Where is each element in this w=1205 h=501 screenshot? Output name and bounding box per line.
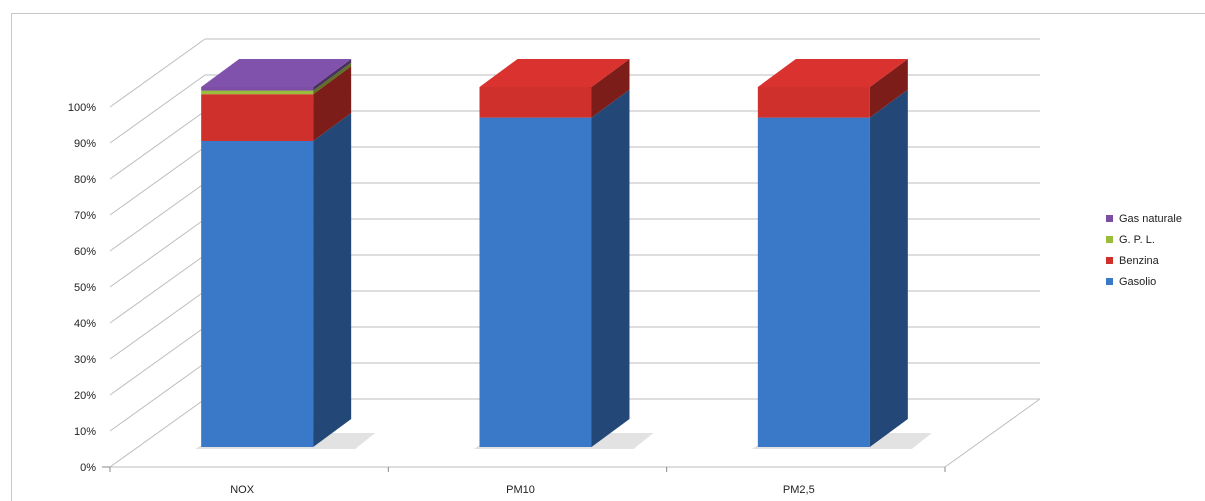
bar-benzina-front (757, 87, 870, 118)
y-tick-label: 30% (74, 354, 96, 366)
chart-frame (11, 13, 1205, 501)
bar-gasolio-side (313, 113, 352, 447)
legend-swatch (1106, 215, 1113, 222)
bar-benzina-front (201, 94, 314, 141)
bar-benzina-side (313, 66, 352, 141)
bar-gasolio-front (201, 141, 314, 447)
bar-gasolio-side (869, 89, 908, 447)
gridline-side (109, 362, 206, 432)
gridline-side (109, 74, 206, 144)
gridline-side (109, 218, 206, 288)
bar-benzina-top (479, 59, 630, 87)
y-tick-label: 60% (74, 246, 96, 258)
bar-gas-naturale-side (313, 59, 352, 91)
gridline-side (109, 398, 206, 468)
floor-right-edge (944, 398, 1041, 468)
y-tick-label: 0% (80, 462, 96, 474)
gridline-side (109, 254, 206, 324)
gridline-side (109, 146, 206, 216)
y-tick-label: 10% (74, 426, 96, 438)
gridline-side (109, 38, 206, 108)
bars (195, 59, 932, 449)
y-tick-label: 100% (68, 102, 96, 114)
y-tick-label: 70% (74, 210, 96, 222)
bar-gas-naturale-front (201, 87, 314, 91)
gridline-side (109, 182, 206, 252)
y-axis: 0% 10% 20% 30% 40% 50% 60% 70% 80% 90% 100% (68, 102, 96, 474)
bar-gasolio-side (591, 89, 630, 447)
x-category-label: PM2,5 (783, 484, 815, 496)
bar-benzina-side (591, 59, 630, 118)
y-tick-label: 40% (74, 318, 96, 330)
legend-label: Gasolio (1119, 276, 1156, 288)
bar-benzina-front (479, 87, 592, 118)
y-tick-label: 20% (74, 390, 96, 402)
bar-gasolio-front (757, 117, 870, 447)
legend: Gas naturale G. P. L. Benzina Gasolio (1106, 213, 1182, 288)
gridline-side (109, 110, 206, 180)
legend-swatch (1106, 236, 1113, 243)
legend-label: G. P. L. (1119, 234, 1155, 246)
bar-gasolio-front (479, 117, 592, 447)
x-category-label: NOX (230, 484, 255, 496)
x-category-label: PM10 (506, 484, 535, 496)
legend-label: Benzina (1119, 255, 1160, 267)
bar-gas-naturale-top (201, 59, 352, 87)
bar-benzina-top (757, 59, 908, 87)
bar-benzina-side (869, 59, 908, 118)
legend-label: Gas naturale (1119, 213, 1182, 225)
y-tick-label: 80% (74, 174, 96, 186)
gridline-side (109, 326, 206, 396)
legend-swatch (1106, 278, 1113, 285)
gridline-side (109, 290, 206, 360)
y-tick-label: 90% (74, 138, 96, 150)
y-tick-label: 50% (74, 282, 96, 294)
bar-g-p-l-front (201, 90, 314, 95)
legend-swatch (1106, 257, 1113, 264)
bar-g-p-l-side (313, 62, 352, 95)
x-axis: NOX PM10 PM2,5 (230, 484, 814, 496)
